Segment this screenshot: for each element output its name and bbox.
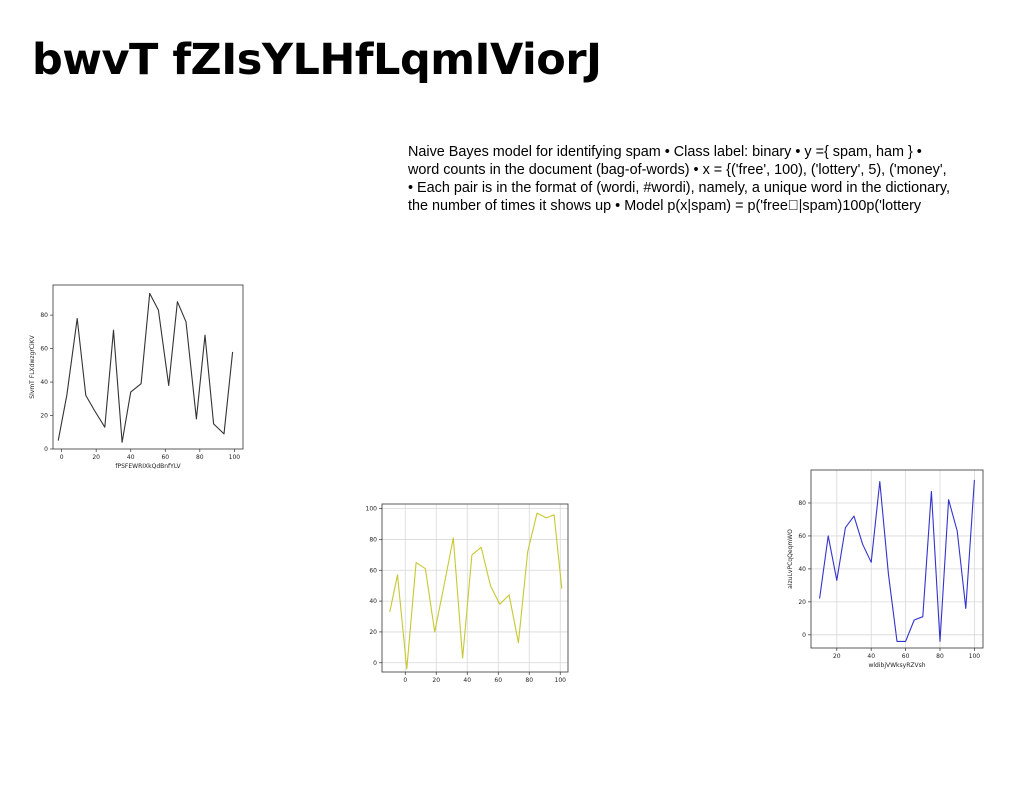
x-tick-label-3: 80 bbox=[936, 653, 944, 660]
y-tick-label-4: 80 bbox=[369, 536, 377, 543]
x-tick-label-1: 20 bbox=[92, 454, 100, 461]
slide-title: bwvT fZIsYLHfLqmIViorJ bbox=[32, 35, 602, 85]
line-chart-3: 20 40 60 80 100 0 20 40 60 80 wldibjVWksyRZVsh aIzu… bbox=[786, 466, 986, 676]
x-tick-label-1: 40 bbox=[867, 653, 875, 660]
y-tick-label-3: 60 bbox=[798, 533, 806, 540]
chart-2-svg: 0 20 40 60 80 100 0 20 40 60 80 100 bbox=[366, 503, 569, 684]
x-tick-label-4: 100 bbox=[969, 653, 981, 660]
x-axis-label: fPSFEWRIXkQdBnfYLV bbox=[115, 463, 181, 470]
x-tick-label-4: 80 bbox=[196, 454, 204, 461]
y-tick-label-0: 0 bbox=[373, 660, 377, 667]
plot-frame bbox=[52, 284, 244, 450]
plot-frame bbox=[810, 469, 984, 649]
y-tick-label-4: 80 bbox=[798, 500, 806, 507]
y-tick-label-0: 0 bbox=[44, 446, 48, 453]
x-tick-label-2: 60 bbox=[902, 653, 910, 660]
y-tick-label-3: 60 bbox=[369, 567, 377, 574]
x-tick-label-5: 100 bbox=[229, 454, 241, 461]
x-axis-label: wldibjVWksyRZVsh bbox=[868, 662, 925, 669]
y-tick-label-2: 40 bbox=[369, 598, 377, 605]
x-tick-label-0: 0 bbox=[60, 454, 64, 461]
x-tick-label-0: 20 bbox=[833, 653, 841, 660]
x-tick-label-5: 100 bbox=[555, 677, 567, 684]
y-tick-label-5: 100 bbox=[366, 506, 378, 513]
chart-3-svg: 20 40 60 80 100 0 20 40 60 80 wldibjVWksyRZVsh aIzu… bbox=[787, 469, 984, 669]
chart-1-svg: 0 20 40 60 80 100 0 20 40 60 80 fPSFEWRIXkQdBnfYLV S… bbox=[29, 284, 244, 470]
y-tick-label-1: 20 bbox=[369, 629, 377, 636]
y-tick-label-2: 40 bbox=[40, 379, 48, 386]
line-chart-2: 0 20 40 60 80 100 0 20 40 60 80 100 bbox=[360, 500, 575, 690]
x-tick-label-3: 60 bbox=[494, 677, 502, 684]
series-line bbox=[819, 479, 975, 642]
y-tick-label-3: 60 bbox=[40, 346, 48, 353]
x-tick-label-2: 40 bbox=[463, 677, 471, 684]
slide-body-text: Naive Bayes model for identifying spam •… bbox=[408, 144, 951, 214]
x-tick-label-4: 80 bbox=[525, 677, 533, 684]
line-chart-1: 0 20 40 60 80 100 0 20 40 60 80 fPSFEWRIXkQdBnfYLV S… bbox=[29, 280, 250, 470]
y-tick-label-0: 0 bbox=[802, 632, 806, 639]
x-tick-label-3: 60 bbox=[161, 454, 169, 461]
y-tick-label-1: 20 bbox=[40, 413, 48, 420]
y-axis-label: SlvmT FLXdwzgrCiKV bbox=[29, 334, 36, 398]
series-line bbox=[57, 292, 234, 443]
x-tick-label-1: 20 bbox=[432, 677, 440, 684]
x-tick-label-0: 0 bbox=[403, 677, 407, 684]
series-line bbox=[389, 512, 563, 670]
y-tick-label-4: 80 bbox=[40, 312, 48, 319]
x-tick-label-2: 40 bbox=[127, 454, 135, 461]
plot-frame bbox=[381, 503, 569, 673]
y-tick-label-2: 40 bbox=[798, 566, 806, 573]
y-axis-label: aIzuLvPCqQeqmWO bbox=[787, 529, 794, 589]
y-tick-label-1: 20 bbox=[798, 599, 806, 606]
